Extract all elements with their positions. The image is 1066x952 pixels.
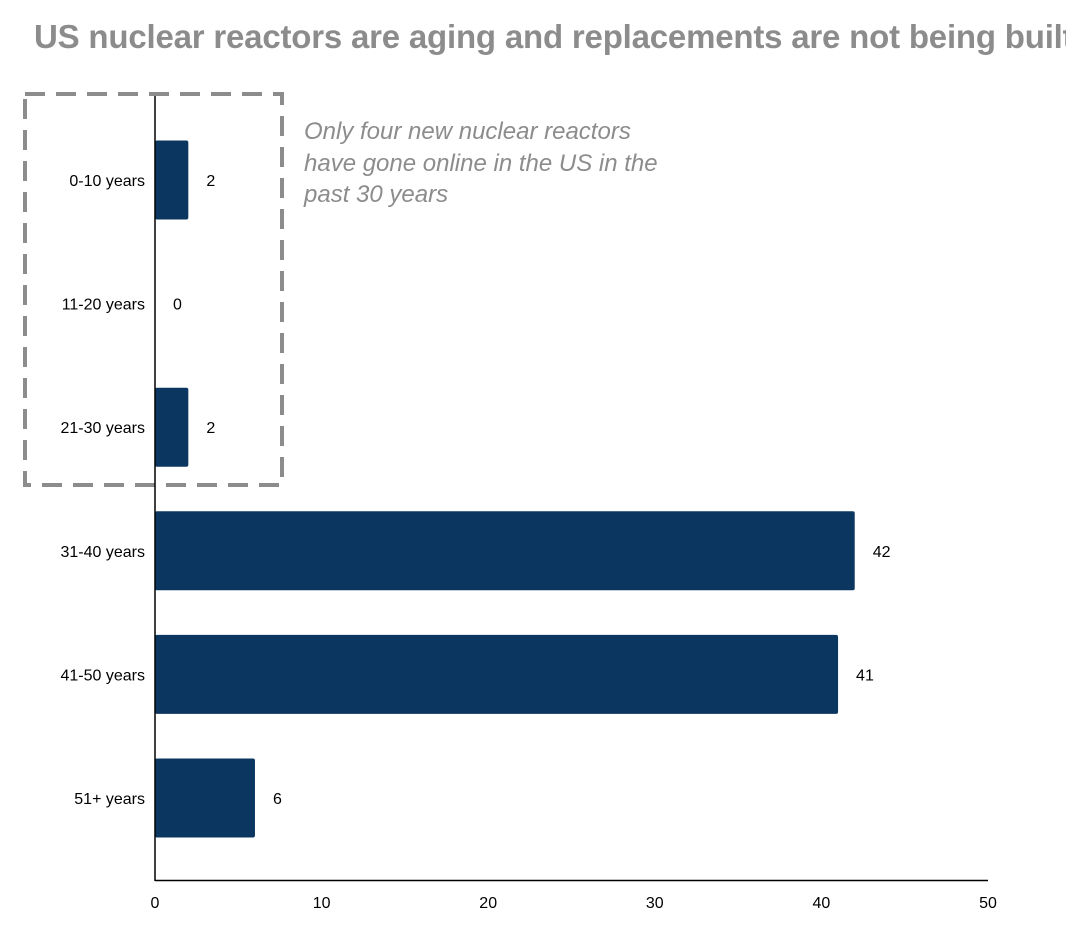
x-tick-label: 10 (313, 895, 331, 912)
value-label: 41 (856, 667, 874, 684)
chart-title: US nuclear reactors are aging and replac… (34, 18, 1066, 55)
category-label: 11-20 years (62, 297, 145, 314)
category-label: 0-10 years (69, 173, 145, 190)
bar (155, 634, 839, 714)
x-tick-label: 0 (151, 895, 160, 912)
category-label: 51+ years (74, 791, 145, 808)
value-label: 42 (873, 544, 891, 561)
x-tick-label: 20 (479, 895, 497, 912)
bar (155, 758, 255, 838)
x-tick-label: 50 (979, 895, 997, 912)
category-label: 41-50 years (61, 667, 146, 684)
category-label: 31-40 years (61, 544, 146, 561)
value-label: 0 (173, 297, 182, 314)
value-label: 2 (206, 173, 215, 190)
bar (155, 140, 189, 220)
highlight-box (23, 92, 284, 487)
bar (155, 387, 189, 467)
bar (155, 511, 855, 591)
value-label: 6 (273, 791, 282, 808)
value-label: 2 (206, 420, 215, 437)
x-tick-label: 30 (646, 895, 664, 912)
annotation-text: Only four new nuclear reactors have gone… (304, 118, 658, 208)
category-label: 21-30 years (61, 420, 146, 437)
x-tick-label: 40 (813, 895, 831, 912)
